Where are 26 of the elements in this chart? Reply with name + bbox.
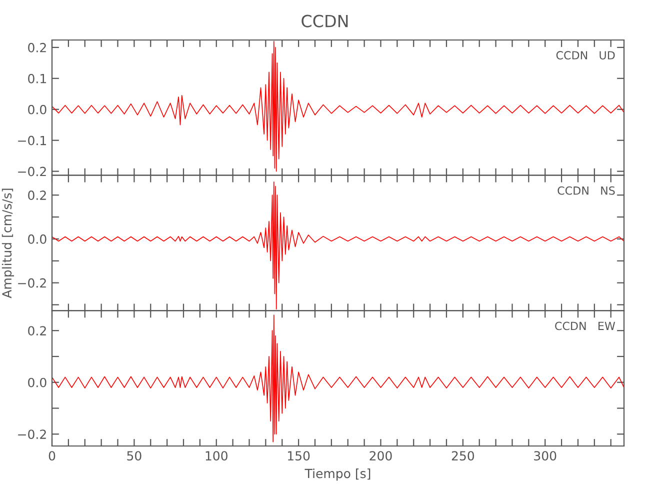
- line-series: [52, 314, 624, 442]
- y-tick-label: −0.1: [18, 136, 46, 146]
- y-tick-label: −0.2: [18, 278, 46, 288]
- y-tick-label: 0.2: [28, 42, 46, 52]
- y-tick-label: 0.0: [28, 378, 46, 388]
- x-tick-label: 300: [534, 451, 556, 461]
- line-series: [52, 40, 624, 172]
- y-tick-label: 0.1: [28, 74, 46, 84]
- x-tick-label: 150: [288, 451, 310, 461]
- y-tick-label: 0.0: [28, 234, 46, 244]
- x-tick-label: 100: [206, 451, 228, 461]
- y-tick-label: 0.2: [28, 190, 46, 200]
- x-tick-label: 250: [452, 451, 474, 461]
- annotation: CCDN UD: [556, 51, 615, 60]
- x-tick-label: 0: [48, 451, 56, 461]
- y-axis-title: Amplitud [cm/s/s]: [2, 188, 14, 298]
- x-tick-label: 200: [370, 451, 392, 461]
- annotation: CCDN EW: [555, 322, 616, 330]
- y-tick-label: −0.2: [18, 166, 46, 176]
- y-tick-label: 0.2: [28, 326, 46, 336]
- chart-title: CCDN: [302, 14, 348, 28]
- x-tick-label: 50: [127, 451, 142, 461]
- y-tick-label: −0.2: [18, 430, 46, 440]
- x-axis-title: Tiempo [s]: [304, 468, 370, 481]
- annotation: CCDN NS: [558, 186, 615, 195]
- y-tick-label: 0.0: [28, 104, 46, 114]
